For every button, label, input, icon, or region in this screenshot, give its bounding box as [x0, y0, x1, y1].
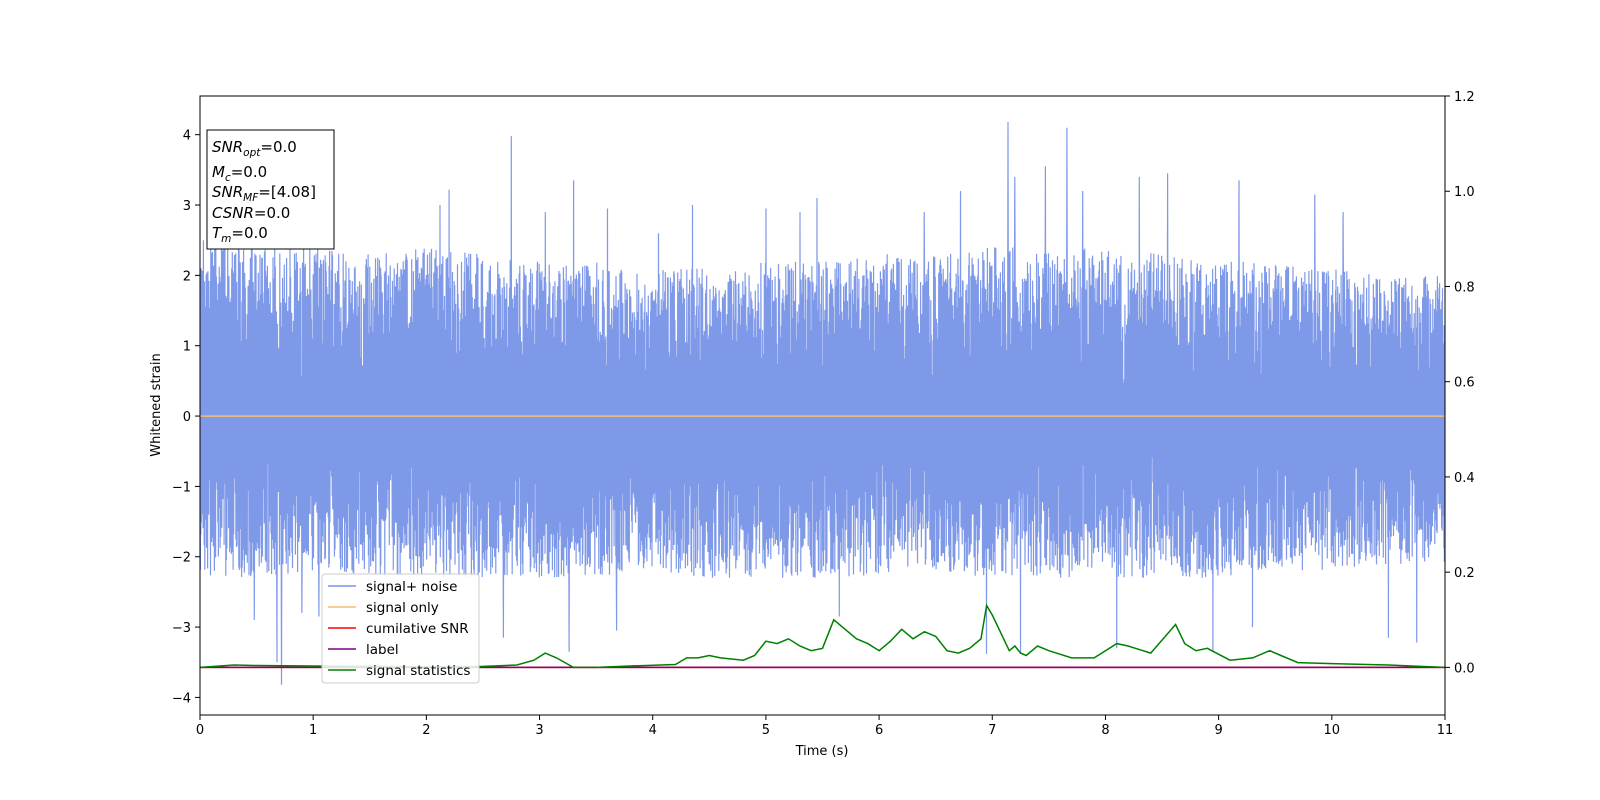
info-line: SNRopt=0.0: [212, 138, 297, 159]
x-tick-label: 5: [762, 723, 770, 738]
x-tick-label: 9: [1214, 723, 1222, 738]
y-tick-label: 0: [183, 410, 191, 425]
x-tick-label: 11: [1437, 723, 1454, 738]
y-axis-label: Whitened strain: [149, 353, 164, 456]
x-tick-label: 4: [649, 723, 657, 738]
info-line: SNRMF=[4.08]: [212, 183, 316, 204]
y-tick-label: −4: [172, 691, 191, 706]
x-axis: 0 1 2 3 4 5 6 7 8 9 10 11: [196, 715, 1453, 738]
x-tick-label: 6: [875, 723, 883, 738]
y2-tick-label: 0.8: [1454, 280, 1475, 295]
x-tick-label: 2: [422, 723, 430, 738]
x-tick-label: 1: [309, 723, 317, 738]
legend: signal+ noise signal only cumilative SNR la…: [321, 573, 480, 684]
y2-tick-label: 1.0: [1454, 185, 1475, 200]
x-tick-label: 10: [1324, 723, 1341, 738]
y2-tick-label: 0.6: [1454, 376, 1475, 391]
x-axis-label: Time (s): [795, 744, 849, 759]
info-line: Mc=0.0: [212, 163, 267, 184]
legend-entry-signal-only: signal only: [366, 600, 439, 616]
series-signal-noise-line: [200, 121, 1445, 685]
y2-tick-label: 0.0: [1454, 661, 1475, 676]
legend-entry-cumilative-snr: cumilative SNR: [366, 621, 469, 637]
y-tick-label: 2: [183, 269, 191, 284]
x-tick-label: 7: [988, 723, 996, 738]
y-tick-label: −3: [172, 621, 191, 636]
info-line: Tm=0.0: [212, 224, 268, 245]
series-signal-statistics-line: [200, 603, 1445, 669]
y-tick-label: 3: [183, 199, 191, 214]
y-tick-label: 4: [183, 129, 191, 144]
y2-tick-label: 0.4: [1454, 471, 1475, 486]
legend-frame: [321, 573, 480, 684]
y-tick-label: −2: [172, 551, 191, 566]
x-tick-label: 0: [196, 723, 204, 738]
info-line: CSNR=0.0: [212, 204, 290, 222]
y-axis-right: 0.0 0.2 0.4 0.6 0.8 1.0 1.2: [1445, 90, 1475, 676]
plot-frame: [199, 95, 1446, 716]
y-tick-label: −1: [172, 480, 191, 495]
x-tick-label: 8: [1101, 723, 1109, 738]
legend-entry-signal-statistics: signal statistics: [366, 663, 470, 679]
y2-tick-label: 0.2: [1454, 566, 1475, 581]
y-tick-label: 1: [183, 340, 191, 355]
x-tick-label: 3: [535, 723, 543, 738]
legend-entry-label: label: [366, 642, 399, 658]
info-box-frame: [206, 129, 335, 250]
legend-entry-signal-noise: signal+ noise: [366, 579, 457, 595]
y2-tick-label: 1.2: [1454, 90, 1475, 105]
y-axis-left: −4 −3 −2 −1 0 1 2 3 4: [172, 129, 200, 706]
